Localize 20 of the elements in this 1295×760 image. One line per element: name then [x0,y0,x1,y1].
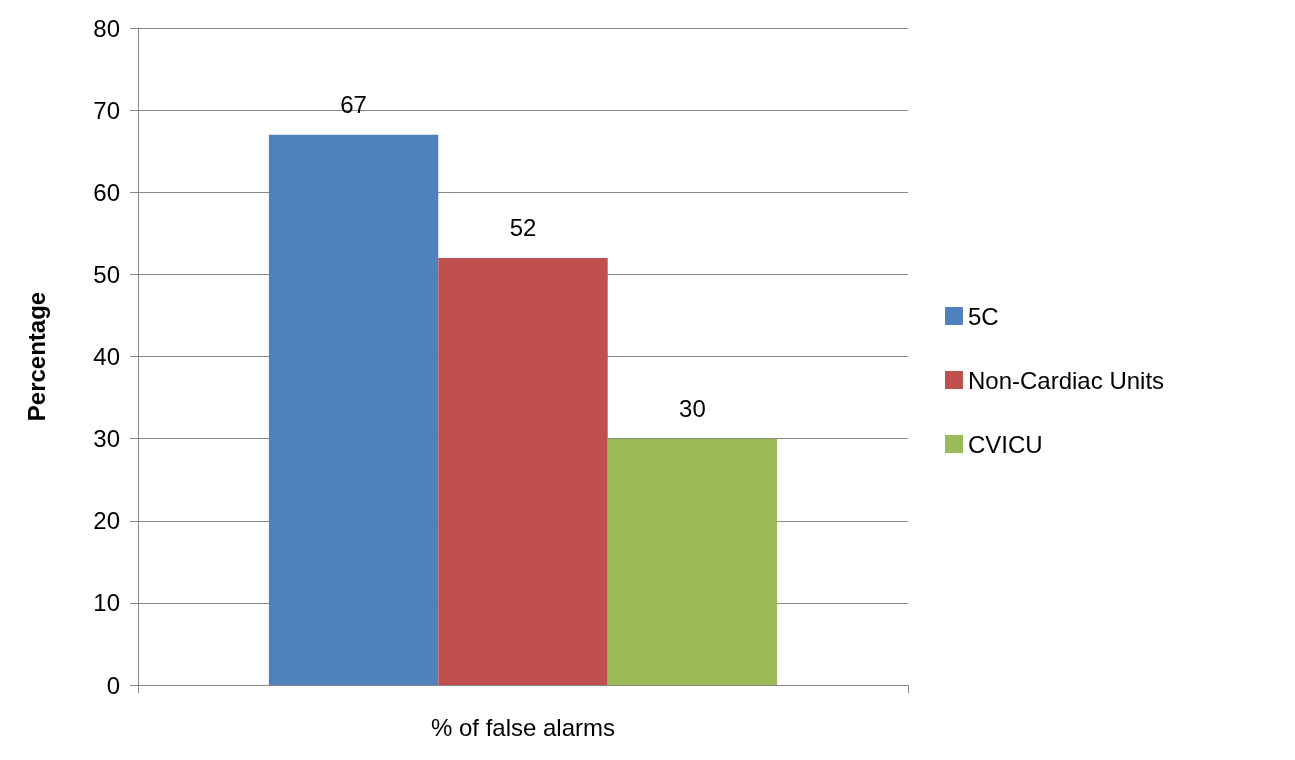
y-tick-label: 50 [93,260,120,288]
y-axis-title: Percentage [22,291,50,422]
data-label: 30 [679,395,706,423]
y-tick-label: 60 [93,178,120,206]
bar [438,257,608,685]
bar [607,438,778,685]
y-tick-label: 10 [93,589,120,617]
data-label: 67 [340,91,367,119]
y-tick-label: 0 [106,671,120,699]
bar [268,134,439,685]
y-tick-label: 80 [93,14,120,42]
legend-label: 5C [968,302,999,330]
data-label: 52 [509,214,537,242]
y-tick-label: 70 [93,96,120,124]
y-tick-label: 40 [93,343,120,370]
legend-label: Non-Cardiac Units [968,366,1165,394]
y-tick-label: 30 [93,425,120,453]
legend-label: CVICU [968,430,1043,458]
x-tick-label: % of false alarms [430,713,616,741]
y-tick-label: 20 [93,507,120,535]
